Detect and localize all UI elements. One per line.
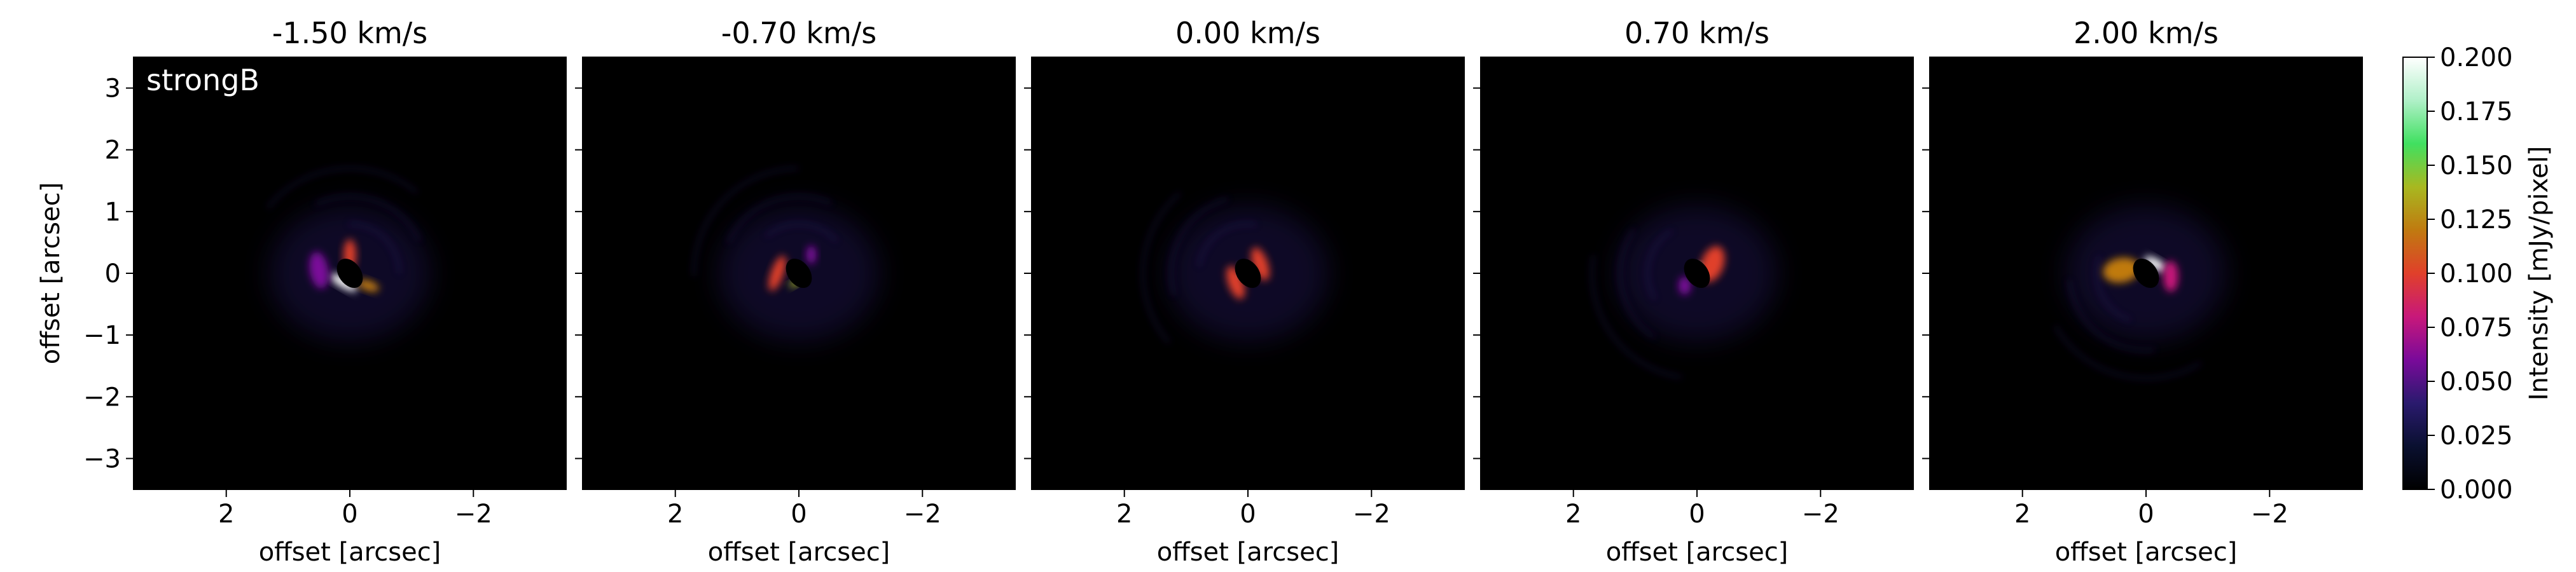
- central-cavity: [2133, 259, 2159, 288]
- spiral-arc: [1618, 228, 1656, 339]
- y-tick-label: 3: [105, 74, 121, 104]
- panel-title: 0.00 km/s: [1175, 16, 1320, 50]
- emission-blob: [2163, 261, 2178, 292]
- colorbar-tick-label: 0.000: [2440, 475, 2513, 505]
- spiral-arc: [765, 222, 838, 243]
- x-tick-label: 2: [2014, 500, 2030, 529]
- panel-title: 0.70 km/s: [1624, 16, 1769, 50]
- y-tick-label: −2: [83, 383, 121, 412]
- central-cavity: [786, 259, 812, 288]
- spiral-arc: [2054, 325, 2202, 380]
- colorbar: 0.000 0.025 0.050 0.075 0.100 0.125 0.150 0.175…: [2402, 43, 2554, 505]
- y-tick-label: 0: [105, 259, 121, 289]
- x-tick-label: −2: [904, 500, 941, 529]
- spiral-arc: [726, 194, 833, 243]
- intensity-map: [1590, 205, 1778, 379]
- x-axis-label: offset [arcsec]: [708, 538, 890, 567]
- channel-panel: 0.70 km/s 2 0 −2 offset [arcsec]: [1473, 16, 1914, 567]
- spiral-arc: [1141, 191, 1182, 344]
- channel-panels: -1.50 km/s 2 0 −2 offset [arcsec] 3 2 1 0 −1 −2 −3 o…: [36, 16, 2363, 567]
- spiral-arc: [1646, 229, 1673, 300]
- colorbar-tick-label: 0.050: [2440, 367, 2513, 397]
- spiral-arc: [2068, 280, 2156, 352]
- x-axis-label: offset [arcsec]: [1157, 538, 1340, 567]
- x-axis-label: offset [arcsec]: [259, 538, 441, 567]
- y-tick-label: −1: [83, 321, 121, 350]
- colorbar-tick-label: 0.200: [2440, 43, 2513, 72]
- x-tick-label: 2: [1565, 500, 1581, 529]
- intensity-map: [692, 167, 880, 341]
- colorbar-label: Intensity [mJy/pixel]: [2524, 146, 2554, 401]
- panel-title: -1.50 km/s: [272, 16, 428, 50]
- spiral-arc: [314, 194, 421, 242]
- x-tick-label: −2: [2251, 500, 2289, 529]
- emission-blob: [2103, 257, 2140, 283]
- panel-annotation: strongB: [146, 63, 260, 97]
- x-tick-label: 0: [1240, 500, 1256, 529]
- emission-blob: [309, 252, 329, 289]
- emission-blob: [357, 279, 379, 292]
- y-axis-label: offset [arcsec]: [36, 182, 66, 365]
- spiral-arc: [2095, 255, 2131, 322]
- colorbar-tick-label: 0.100: [2440, 259, 2513, 289]
- central-cavity: [336, 259, 363, 288]
- y-tick-label: 2: [105, 136, 121, 165]
- spiral-arc: [1198, 222, 1257, 267]
- emission-blob: [1226, 266, 1245, 299]
- x-tick-label: −2: [1802, 500, 1839, 529]
- x-tick-label: −2: [455, 500, 492, 529]
- colorbar-gradient: [2402, 57, 2428, 490]
- emission-blob: [768, 255, 786, 291]
- intensity-map: [266, 167, 431, 341]
- emission-blob: [1251, 247, 1270, 281]
- colorbar-tick-label: 0.150: [2440, 151, 2513, 180]
- emission-blob: [1678, 276, 1691, 295]
- intensity-map: [1141, 191, 1329, 344]
- central-cavity: [1235, 259, 1261, 288]
- x-tick-label: 2: [218, 500, 234, 529]
- x-axis-label: offset [arcsec]: [2055, 538, 2238, 567]
- colorbar-tick-label: 0.025: [2440, 421, 2513, 451]
- channel-panel: 0.00 km/s 2 0 −2 offset [arcsec]: [1024, 16, 1465, 567]
- panel-title: 2.00 km/s: [2074, 16, 2219, 50]
- colorbar-tick-label: 0.175: [2440, 97, 2513, 126]
- y-tick-label: 1: [105, 198, 121, 227]
- y-tick-label: −3: [83, 444, 121, 473]
- central-cavity: [1684, 259, 1710, 288]
- spiral-arc: [348, 222, 401, 274]
- channel-panel: -0.70 km/s 2 0 −2 offset [arcsec]: [575, 16, 1016, 567]
- spiral-arc: [1169, 197, 1229, 296]
- x-tick-label: 0: [342, 500, 357, 529]
- intensity-map: [2054, 205, 2227, 380]
- colorbar-tick-label: 0.125: [2440, 205, 2513, 235]
- x-axis-label: offset [arcsec]: [1606, 538, 1789, 567]
- x-tick-label: 2: [1116, 500, 1132, 529]
- emission-blob: [2144, 256, 2166, 272]
- x-tick-label: −2: [1353, 500, 1390, 529]
- spiral-arc: [266, 167, 419, 209]
- x-tick-label: 0: [791, 500, 807, 529]
- panel-title: -0.70 km/s: [721, 16, 877, 50]
- channel-panel: -1.50 km/s 2 0 −2 offset [arcsec] 3 2 1 0 −1 −2 −3 o…: [36, 16, 567, 567]
- channel-panel: 2.00 km/s 2 0 −2 offset [arcsec]: [1922, 16, 2363, 567]
- spiral-arc: [1590, 254, 1682, 379]
- emission-blob: [806, 245, 817, 264]
- colorbar-tick-label: 0.075: [2440, 313, 2513, 343]
- x-tick-label: 0: [1689, 500, 1705, 529]
- x-tick-label: 0: [2138, 500, 2154, 529]
- x-tick-label: 2: [667, 500, 683, 529]
- spiral-arc: [692, 167, 800, 276]
